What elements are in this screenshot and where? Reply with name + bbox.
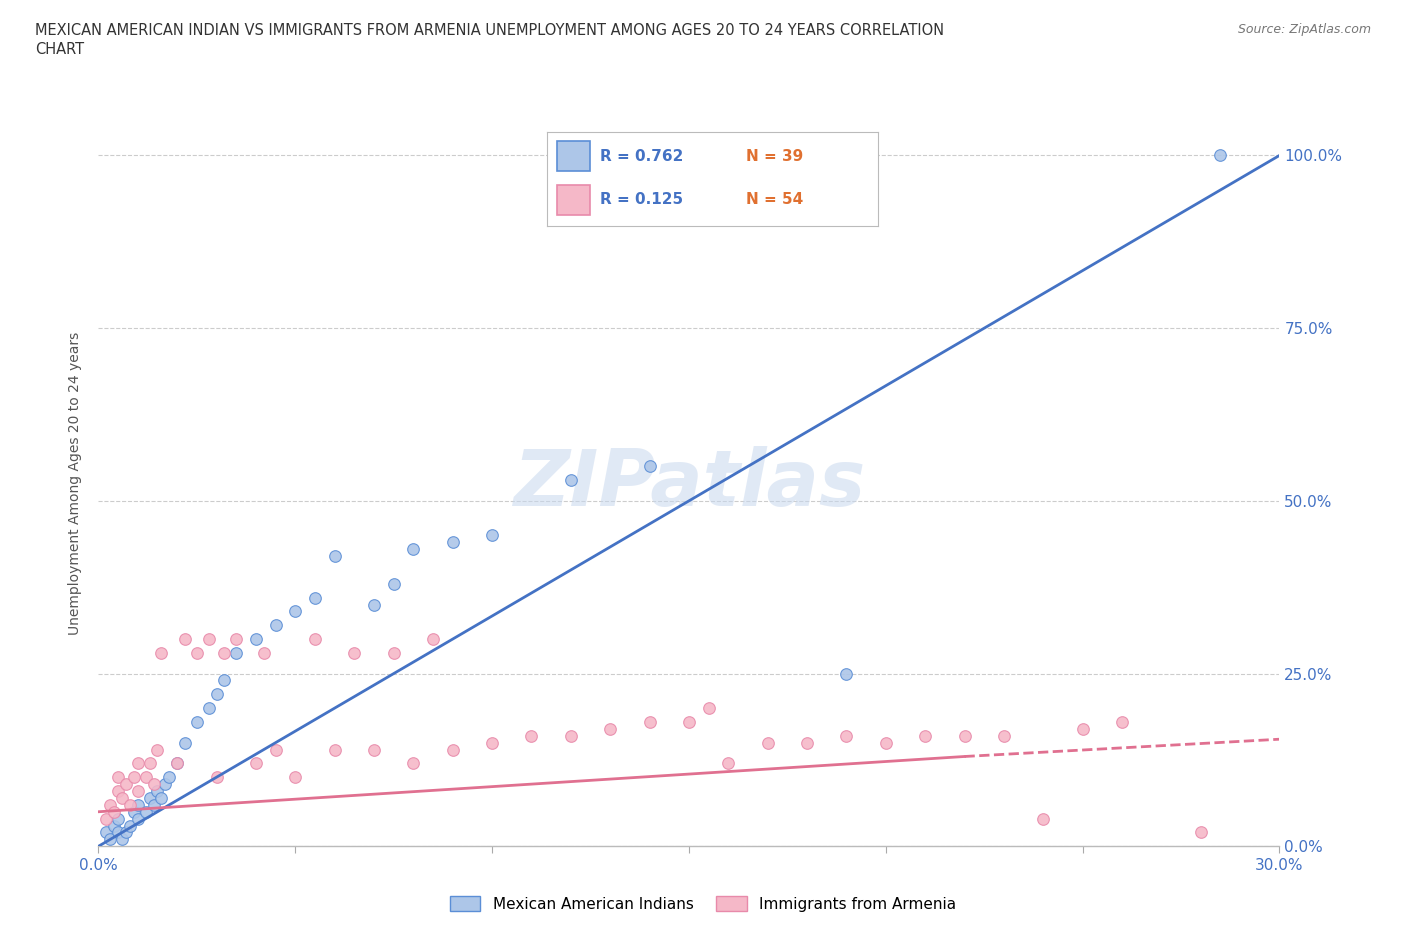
- Point: [103, 804, 125, 819]
- Y-axis label: Unemployment Among Ages 20 to 24 years: Unemployment Among Ages 20 to 24 years: [69, 332, 83, 635]
- Point: [993, 728, 1015, 743]
- Point: [157, 770, 180, 785]
- Point: [875, 736, 897, 751]
- Point: [343, 645, 366, 660]
- Point: [599, 722, 621, 737]
- Legend: Mexican American Indians, Immigrants from Armenia: Mexican American Indians, Immigrants fro…: [444, 890, 962, 918]
- Point: [205, 687, 228, 702]
- Text: CHART: CHART: [35, 42, 84, 57]
- Point: [166, 756, 188, 771]
- Point: [304, 631, 326, 646]
- Point: [150, 790, 173, 805]
- Point: [402, 542, 425, 557]
- Point: [422, 631, 444, 646]
- Text: ZIPatlas: ZIPatlas: [513, 445, 865, 522]
- Point: [697, 700, 720, 715]
- Point: [638, 458, 661, 473]
- Point: [1209, 148, 1232, 163]
- Point: [382, 577, 405, 591]
- Point: [96, 811, 118, 826]
- Point: [796, 736, 818, 751]
- Point: [363, 597, 385, 612]
- Text: MEXICAN AMERICAN INDIAN VS IMMIGRANTS FROM ARMENIA UNEMPLOYMENT AMONG AGES 20 TO: MEXICAN AMERICAN INDIAN VS IMMIGRANTS FR…: [35, 23, 945, 38]
- Point: [253, 645, 276, 660]
- Point: [214, 645, 236, 660]
- Point: [323, 549, 346, 564]
- Point: [264, 618, 287, 632]
- Point: [225, 645, 247, 660]
- Point: [118, 797, 141, 812]
- Point: [142, 777, 165, 791]
- Point: [363, 742, 385, 757]
- Point: [638, 714, 661, 729]
- Point: [186, 714, 208, 729]
- Point: [146, 742, 169, 757]
- Point: [186, 645, 208, 660]
- Point: [115, 825, 138, 840]
- Point: [111, 832, 134, 847]
- Point: [98, 797, 121, 812]
- Point: [717, 756, 740, 771]
- Point: [441, 742, 464, 757]
- Point: [835, 666, 858, 681]
- Point: [166, 756, 188, 771]
- Point: [1111, 714, 1133, 729]
- Point: [1189, 825, 1212, 840]
- Point: [560, 728, 582, 743]
- Point: [678, 714, 700, 729]
- Point: [284, 604, 307, 618]
- Point: [122, 804, 145, 819]
- Point: [323, 742, 346, 757]
- Point: [284, 770, 307, 785]
- Point: [107, 784, 129, 799]
- Point: [1071, 722, 1094, 737]
- Point: [835, 728, 858, 743]
- Point: [127, 797, 149, 812]
- Point: [127, 784, 149, 799]
- Point: [245, 631, 267, 646]
- Point: [146, 784, 169, 799]
- Point: [107, 825, 129, 840]
- Point: [953, 728, 976, 743]
- Point: [441, 535, 464, 550]
- Point: [214, 673, 236, 688]
- Point: [138, 756, 160, 771]
- Point: [560, 472, 582, 487]
- Point: [756, 736, 779, 751]
- Point: [174, 631, 197, 646]
- Point: [245, 756, 267, 771]
- Point: [96, 825, 118, 840]
- Point: [304, 591, 326, 605]
- Point: [107, 770, 129, 785]
- Point: [111, 790, 134, 805]
- Point: [142, 797, 165, 812]
- Point: [135, 804, 157, 819]
- Point: [150, 645, 173, 660]
- Point: [135, 770, 157, 785]
- Point: [264, 742, 287, 757]
- Point: [481, 528, 503, 543]
- Point: [115, 777, 138, 791]
- Point: [107, 811, 129, 826]
- Point: [98, 832, 121, 847]
- Text: Source: ZipAtlas.com: Source: ZipAtlas.com: [1237, 23, 1371, 36]
- Point: [481, 736, 503, 751]
- Point: [127, 756, 149, 771]
- Point: [118, 818, 141, 833]
- Point: [122, 770, 145, 785]
- Point: [103, 818, 125, 833]
- Point: [127, 811, 149, 826]
- Point: [197, 700, 219, 715]
- Point: [520, 728, 543, 743]
- Point: [402, 756, 425, 771]
- Point: [197, 631, 219, 646]
- Point: [382, 645, 405, 660]
- Point: [205, 770, 228, 785]
- Point: [1032, 811, 1054, 826]
- Point: [914, 728, 936, 743]
- Point: [174, 736, 197, 751]
- Point: [225, 631, 247, 646]
- Point: [155, 777, 177, 791]
- Point: [138, 790, 160, 805]
